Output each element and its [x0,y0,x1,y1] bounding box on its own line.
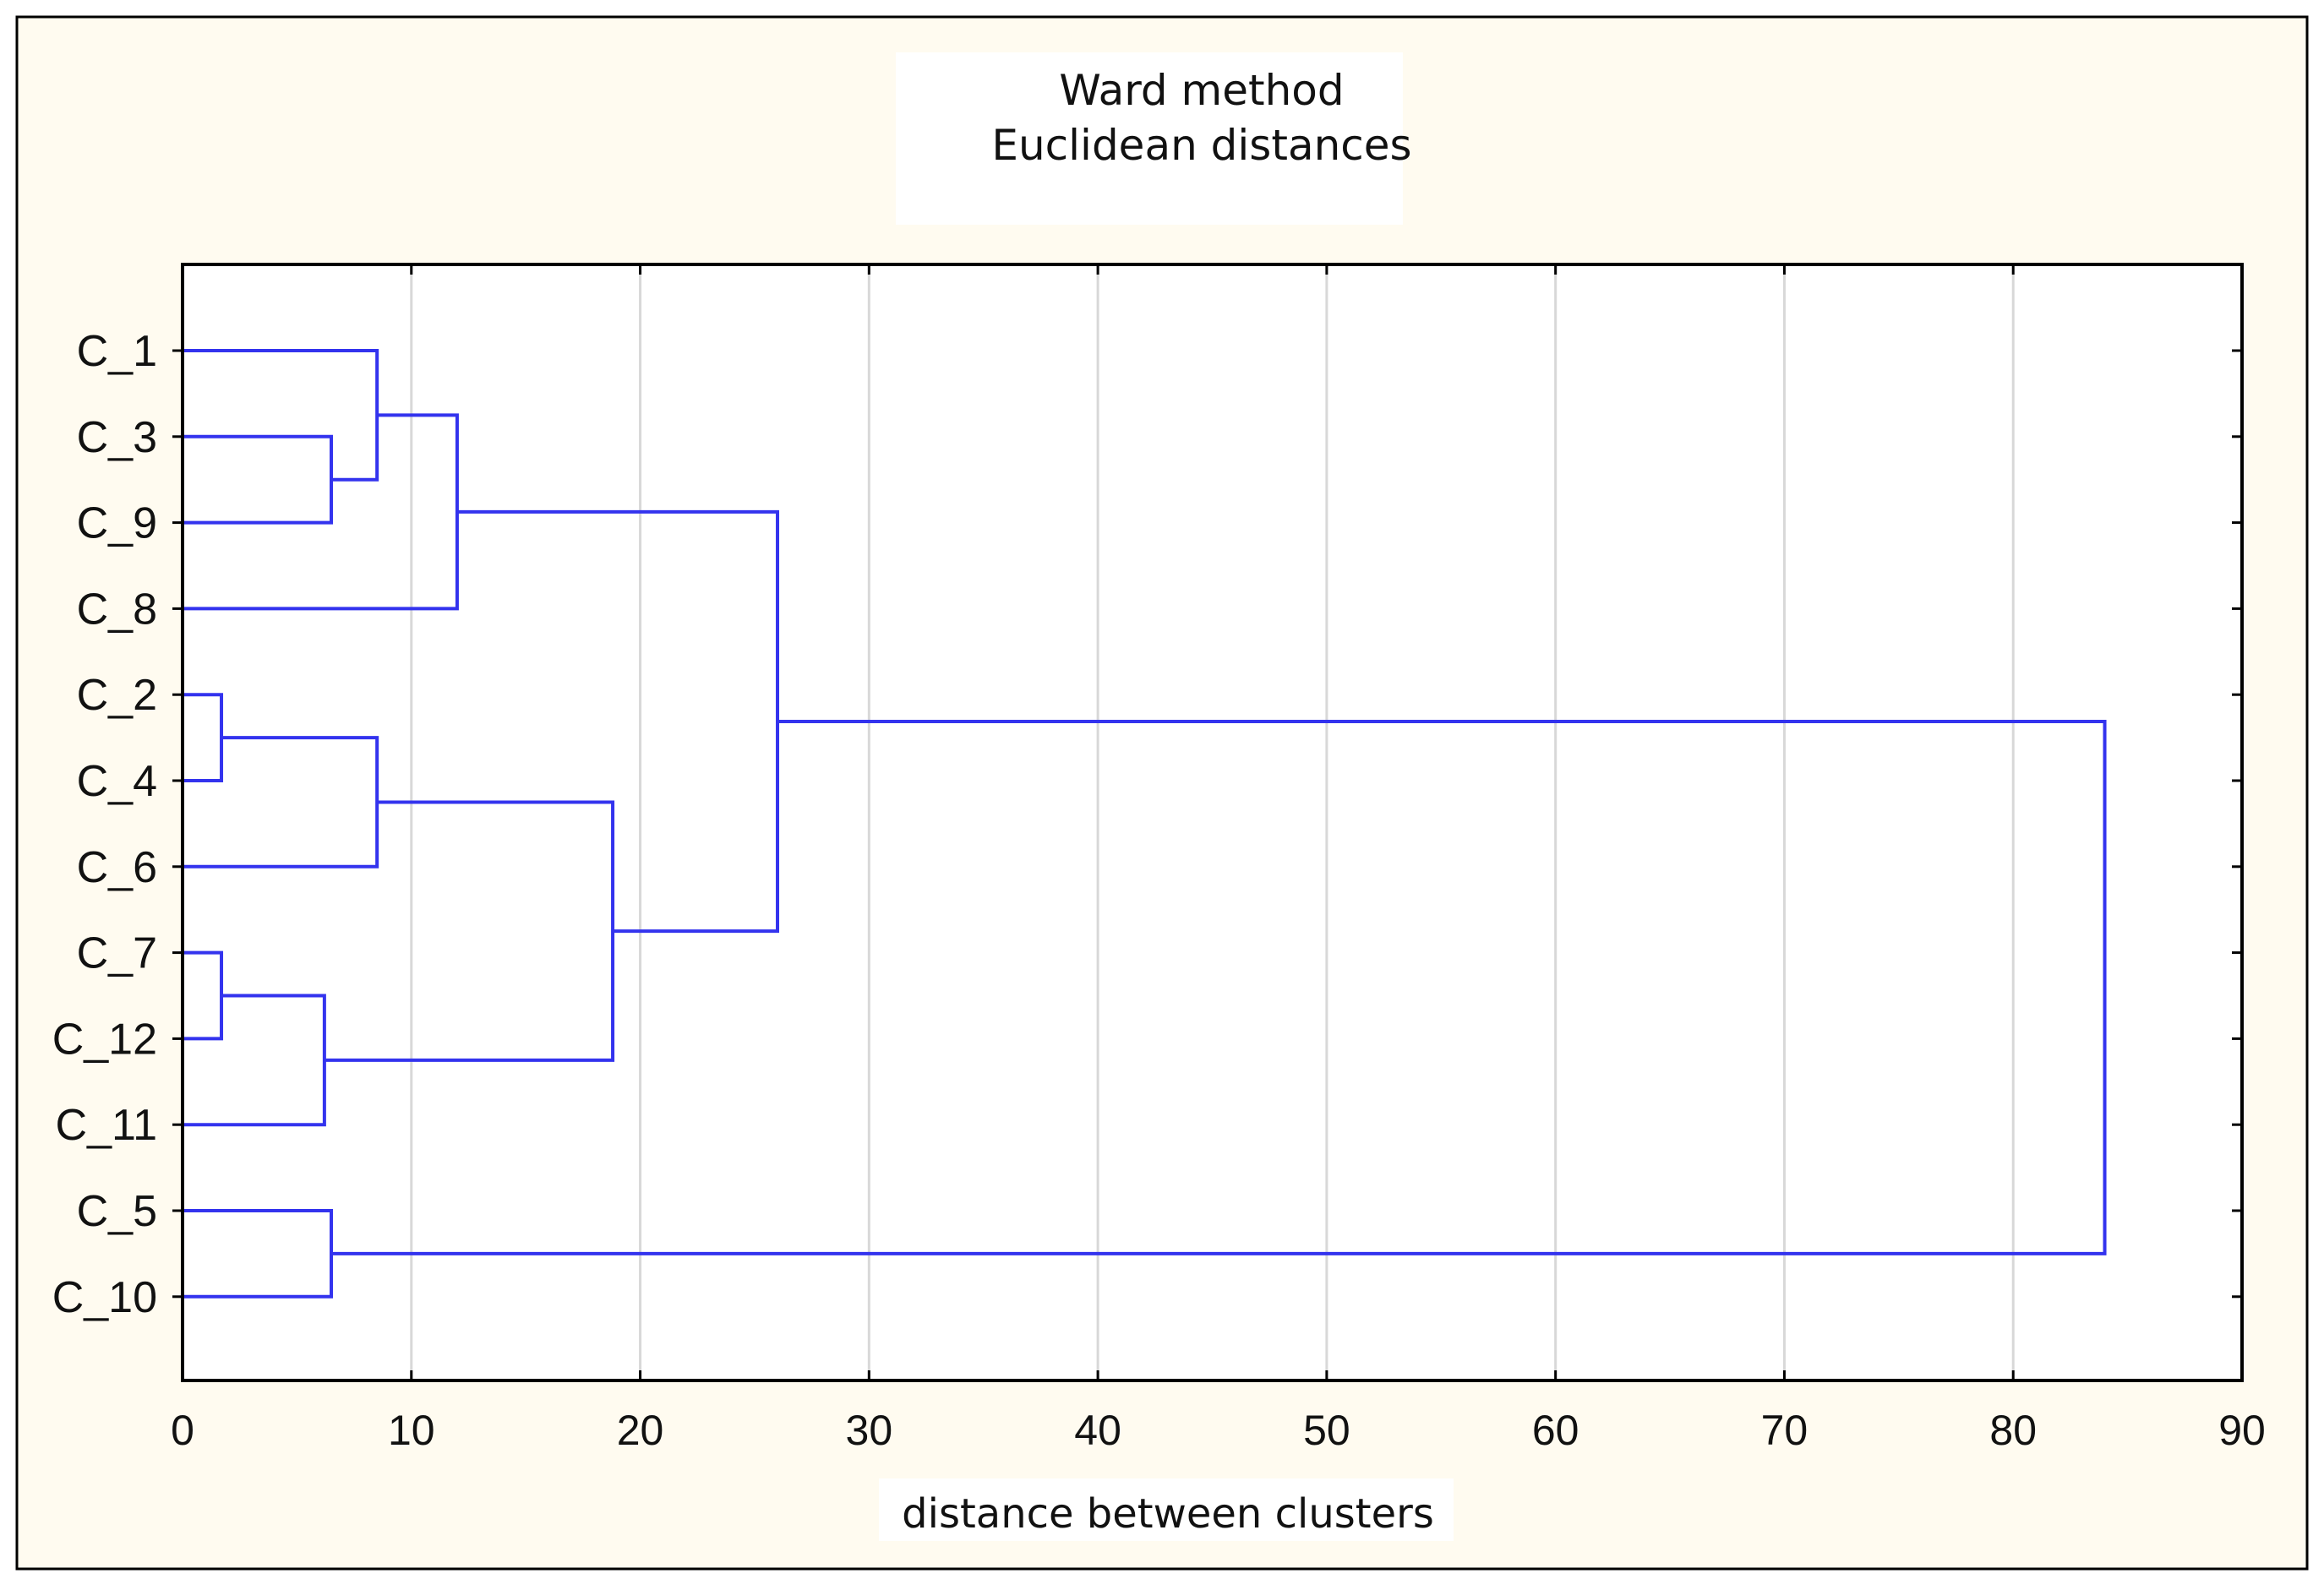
leaf-label: C_11 [56,1101,157,1150]
dendrogram-links [183,349,2107,1299]
x-tick-label: 70 [1761,1407,1808,1454]
leaf-label: C_3 [77,413,157,462]
dendrogram-link [456,509,780,934]
grid [410,264,2015,1380]
dendrogram-link [324,800,615,1062]
leaf-label: C_7 [77,929,157,978]
dendrogram-link [183,349,379,482]
x-tick-label: 80 [1989,1407,2037,1454]
leaf-label: C_10 [52,1273,157,1322]
axis-ticks [172,264,2244,1380]
leaf-label: C_8 [77,585,157,634]
leaf-label: C_1 [77,327,157,376]
x-tick-label: 40 [1074,1407,1121,1454]
plot-frame [181,263,2244,1382]
title-highlight [896,52,1403,225]
x-tick-label: 10 [388,1407,435,1454]
dendrogram-link [183,736,379,869]
x-tick-label: 90 [2218,1407,2266,1454]
leaf-label: C_5 [77,1187,157,1236]
leaf-label: C_4 [77,757,157,806]
x-tick-label: 50 [1303,1407,1350,1454]
x-tick-label: 30 [846,1407,893,1454]
x-tick-label: 20 [617,1407,664,1454]
dendrogram-link [331,720,2107,1255]
axis-labels: 0 10 20 30 40 50 60 70 80 90 C_1 C_3 C_9 C_8 C_2 C_4 C_6… [52,327,2266,1454]
x-axis-label: distance between clusters [902,1490,1434,1538]
dendrogram-link [183,994,326,1127]
dendrogram-link [183,693,224,782]
dendrogram-link [183,413,459,611]
chart-title: Ward method [1059,66,1344,115]
leaf-label: C_2 [77,671,157,720]
x-tick-label: 60 [1532,1407,1579,1454]
dendrogram-link [183,950,224,1041]
x-tick-label: 0 [171,1407,194,1454]
leaf-label: C_9 [77,499,157,548]
chart-subtitle: Euclidean distances [991,121,1411,170]
leaf-label: C_12 [52,1015,157,1064]
leaf-label: C_6 [77,843,157,892]
xlabel-highlight [879,1478,1454,1541]
plot-area [183,264,2242,1380]
